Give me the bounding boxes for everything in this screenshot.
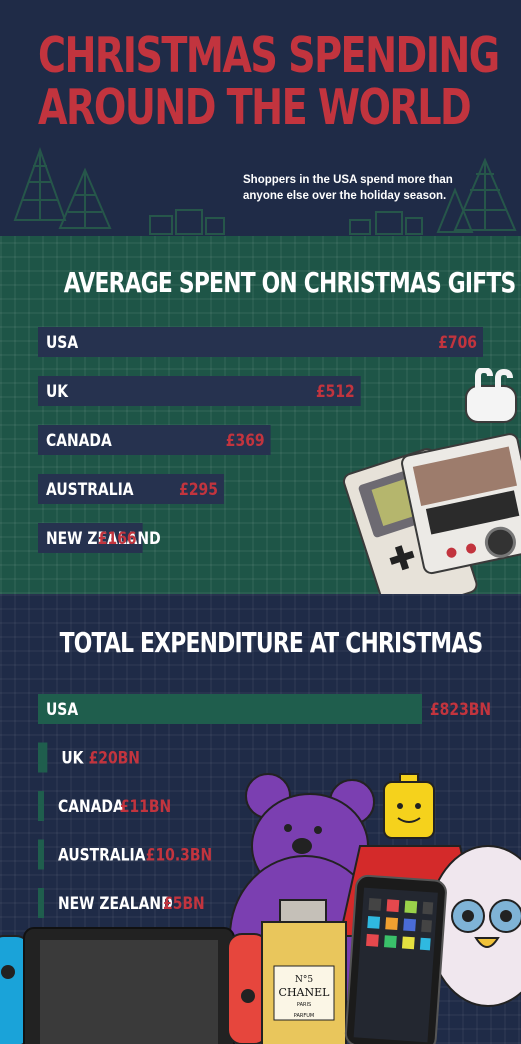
perfume-brand: CHANEL <box>279 986 331 999</box>
total-expenditure-chart: USA £823BN UK £20BN CANADA£11BN AUSTRALIA £10.… <box>38 694 491 918</box>
christmas-trees-decoration <box>13 147 517 235</box>
bar-value-label: £166 <box>98 529 137 549</box>
perfume-sub1: PARIS <box>297 1002 311 1008</box>
page-subtitle: Shoppers in the USA spend more than anyo… <box>243 174 453 202</box>
bar-australia <box>38 839 44 870</box>
polaroid-camera-icon <box>401 433 521 575</box>
gift-icon <box>205 217 225 235</box>
chart-title-total-expenditure: TOTAL EXPENDITURE AT CHRISTMAS <box>59 626 484 659</box>
bar-category-label: UK <box>46 382 69 402</box>
page-title: CHRISTMAS SPENDING AROUND THE WORLD <box>38 27 500 136</box>
bar-value-label: £10.3BN <box>146 845 212 865</box>
title-line-2: AROUND THE WORLD <box>38 79 472 136</box>
bar-category-label: AUSTRALIA <box>46 480 134 500</box>
bar-uk <box>38 376 361 406</box>
bar-usa <box>38 327 483 357</box>
bar-category-label: AUSTRALIA <box>58 845 146 865</box>
gift-icon <box>175 209 203 235</box>
bar-category-label: NEW ZEALAND <box>58 894 173 914</box>
gadgets-illustration <box>342 368 521 594</box>
bar-value-label: £823BN <box>430 700 491 720</box>
bar-usa <box>38 694 422 724</box>
tree-icon <box>436 187 474 233</box>
bar-value-label: £706 <box>438 333 477 353</box>
bar-category-label: UK <box>61 748 84 768</box>
bar-australia <box>38 474 224 504</box>
bar-value-label: £11BN <box>120 797 171 817</box>
total-expenditure-section: TOTAL EXPENDITURE AT CHRISTMAS USA £823BN… <box>0 594 521 1044</box>
bar-uk <box>38 742 48 773</box>
airpods-icon <box>465 368 517 423</box>
average-gifts-chart: USA £706 UK £512 CANADA £369 AUSTRALIA £295 NEW … <box>38 327 483 553</box>
average-gifts-section: AVERAGE SPENT ON CHRISTMAS GIFTS <box>0 236 521 594</box>
bar-category-label: USA <box>46 333 78 353</box>
gift-icon <box>375 211 403 235</box>
bar-category-label: USA <box>46 700 78 720</box>
furby-icon <box>427 845 521 1007</box>
smartphone-icon <box>344 874 447 1044</box>
gift-icon <box>149 215 173 235</box>
bar-value-label: £20BN <box>89 748 140 768</box>
gift-icon <box>405 217 423 235</box>
toys-illustration: N°5 CHANEL PARIS PARFUM <box>0 773 521 1044</box>
bar-value-label: £369 <box>226 431 265 451</box>
bar-category-label: NEW ZEALAND <box>46 529 161 549</box>
bar-canada <box>38 791 44 821</box>
bar-category-label: CANADA <box>46 431 112 451</box>
chart-title-average-gifts: AVERAGE SPENT ON CHRISTMAS GIFTS <box>63 266 517 299</box>
header: CHRISTMAS SPENDING AROUND THE WORLD Shop… <box>0 0 521 236</box>
perfume-bottle-icon: N°5 CHANEL PARIS PARFUM <box>261 899 347 1044</box>
bar-category-label: CANADA <box>58 797 124 817</box>
title-line-1: CHRISTMAS SPENDING <box>38 27 500 84</box>
bar-value-label: £5BN <box>163 894 205 914</box>
perfume-sub2: PARFUM <box>294 1013 314 1019</box>
bar-value-label: £512 <box>316 382 355 402</box>
perfume-number: N°5 <box>295 975 313 985</box>
gift-icon <box>349 219 371 235</box>
bar-value-label: £295 <box>179 480 218 500</box>
nintendo-switch-icon <box>0 927 269 1044</box>
bar-new-zealand <box>38 888 44 918</box>
bar-canada <box>38 425 271 455</box>
bar-new-zealand <box>38 523 143 553</box>
